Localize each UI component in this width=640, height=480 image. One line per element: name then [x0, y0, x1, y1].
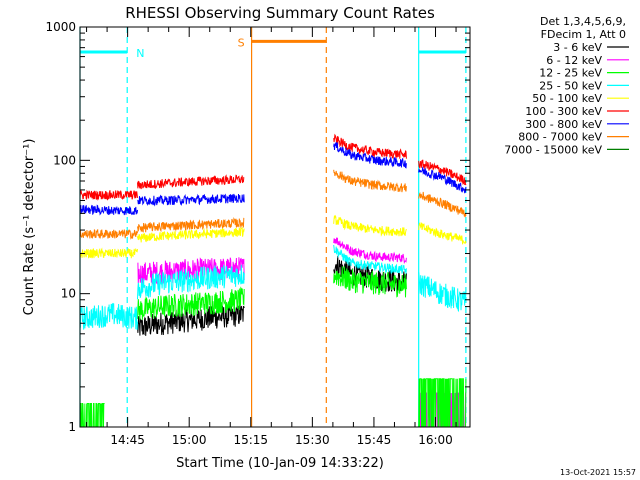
series-trace	[333, 266, 407, 298]
legend-item-300-800-kev: 300 - 800 keV	[525, 118, 629, 131]
series-trace	[137, 217, 245, 233]
series-trace	[418, 191, 467, 218]
legend-label: 50 - 100 keV	[532, 92, 602, 105]
series-trace	[80, 403, 105, 427]
legend-label: 100 - 300 keV	[525, 105, 602, 118]
y-tick-label: 10	[61, 287, 76, 301]
legend-label: 25 - 50 keV	[539, 79, 602, 92]
series-trace	[80, 204, 138, 216]
series-trace	[333, 244, 407, 275]
series-trace	[137, 303, 245, 336]
plot-frame	[79, 26, 471, 428]
legend-label: 800 - 7000 keV	[518, 131, 602, 144]
x-tick-label: 16:00	[418, 433, 453, 447]
series-300-800-kev	[80, 142, 467, 216]
series-trace	[80, 228, 138, 240]
legend-label: 7000 - 15000 keV	[504, 143, 602, 156]
series-100-300-kev	[80, 133, 467, 201]
legend-item-100-300-kev: 100 - 300 keV	[525, 105, 629, 118]
legend-header: Det 1,3,4,5,6,9,	[540, 15, 626, 28]
x-axis-title: Start Time (10-Jan-09 14:33:22)	[176, 456, 384, 471]
series-trace	[137, 286, 245, 321]
series-trace	[418, 378, 467, 427]
series-trace	[333, 214, 407, 237]
series-25-50-kev	[80, 244, 467, 330]
series-trace	[137, 264, 245, 300]
legend-label: 300 - 800 keV	[525, 118, 602, 131]
series-6-12-kev	[137, 237, 466, 427]
legend-label: 3 - 6 keV	[553, 41, 602, 54]
state-band-2	[418, 27, 467, 427]
series-layer	[80, 133, 467, 427]
series-trace	[418, 392, 466, 427]
chart-title: RHESSI Observing Summary Count Rates	[125, 4, 435, 22]
timestamp: 13-Oct-2021 15:57	[560, 468, 636, 477]
x-tick-label: 15:30	[295, 433, 330, 447]
state-band-s: S	[238, 27, 327, 427]
series-trace	[333, 169, 407, 193]
legend: Det 1,3,4,5,6,9,FDecim 1, Att 03 - 6 keV…	[504, 15, 629, 156]
legend-item-6-12-kev: 6 - 12 keV	[546, 54, 629, 67]
series-50-100-kev	[80, 214, 467, 259]
series-trace	[137, 257, 245, 286]
legend-label: 12 - 25 keV	[539, 67, 602, 80]
series-800-7000-kev	[80, 169, 467, 240]
y-tick-label: 1000	[45, 20, 76, 34]
series-trace	[333, 142, 407, 169]
series-trace	[418, 272, 467, 313]
y-tick-label: 1	[68, 420, 76, 434]
series-trace	[137, 226, 245, 243]
y-tick-label: 100	[53, 153, 76, 167]
legend-item-3-6-kev: 3 - 6 keV	[553, 41, 629, 54]
legend-item-50-100-kev: 50 - 100 keV	[532, 92, 629, 105]
legend-header: FDecim 1, Att 0	[541, 28, 626, 41]
state-label: N	[136, 47, 144, 60]
x-tick-label: 14:45	[110, 433, 145, 447]
series-trace	[80, 247, 138, 259]
legend-item-800-7000-kev: 800 - 7000 keV	[518, 131, 629, 144]
series-12-25-kev	[80, 266, 467, 427]
series-trace	[137, 174, 245, 190]
series-trace	[418, 159, 467, 186]
series-trace	[418, 222, 467, 245]
legend-item-7000-15000-kev: 7000 - 15000 keV	[504, 143, 629, 156]
legend-item-12-25-kev: 12 - 25 keV	[539, 67, 629, 80]
series-trace	[80, 302, 138, 330]
state-band-n: N	[79, 27, 144, 427]
x-tick-label: 15:45	[357, 433, 392, 447]
axis-layer: 14:45 15:00 15:15 15:30 15:45 16:00 1 10 100 1000	[45, 20, 470, 447]
series-trace	[418, 166, 467, 194]
y-axis-title: Count Rate (s⁻¹ detector⁻¹)	[22, 139, 37, 316]
legend-item-25-50-kev: 25 - 50 keV	[539, 79, 629, 92]
series-trace	[333, 237, 407, 265]
series-trace	[137, 193, 245, 207]
series-trace	[80, 189, 138, 201]
x-tick-label: 15:15	[233, 433, 268, 447]
state-label: S	[238, 36, 245, 49]
legend-label: 6 - 12 keV	[546, 54, 602, 67]
x-tick-label: 15:00	[172, 433, 207, 447]
